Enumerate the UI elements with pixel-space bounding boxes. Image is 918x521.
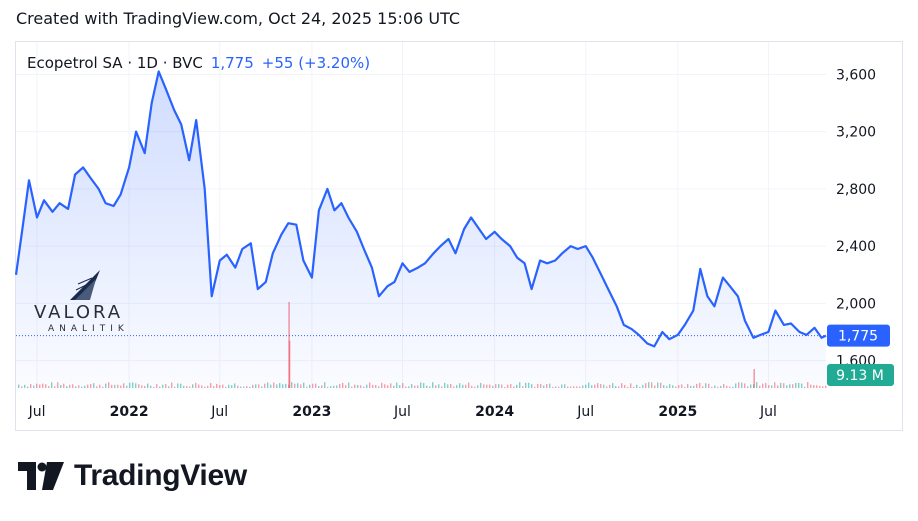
legend-symbol: Ecopetrol SA · 1D · BVC bbox=[27, 54, 203, 72]
tradingview-wordmark: TradingView bbox=[74, 459, 247, 492]
volume-badge-label: 9.13 M bbox=[836, 368, 884, 384]
x-tick-label: Jul bbox=[28, 404, 46, 420]
legend-last-price: 1,775 bbox=[210, 54, 254, 72]
price-area-fill bbox=[16, 71, 826, 390]
x-tick-label: 2024 bbox=[475, 404, 514, 420]
x-tick-label: 2023 bbox=[292, 404, 331, 420]
x-tick-label: Jul bbox=[393, 404, 411, 420]
y-tick-label: 2,000 bbox=[836, 296, 876, 312]
last-price-badge-label: 1,775 bbox=[838, 329, 878, 345]
y-tick-label: 2,800 bbox=[836, 182, 876, 198]
x-tick-label: Jul bbox=[210, 404, 228, 420]
legend-change: +55 (+3.20%) bbox=[261, 54, 371, 72]
valora-watermark: VALORA ANALITIK bbox=[30, 268, 150, 338]
valora-logo-icon bbox=[70, 270, 100, 300]
volume-badge bbox=[827, 364, 894, 386]
valora-name: VALORA bbox=[34, 302, 124, 323]
tradingview-logo-icon bbox=[18, 462, 64, 490]
x-tick-label: Jul bbox=[576, 404, 594, 420]
chart-legend: Ecopetrol SA · 1D · BVC 1,775 +55 (+3.20%) bbox=[27, 54, 370, 72]
last-price-badge bbox=[827, 324, 890, 347]
price-line bbox=[14, 70, 827, 348]
y-tick-label: 3,600 bbox=[836, 67, 876, 83]
x-tick-label: 2025 bbox=[658, 404, 697, 420]
x-tick-label: 2022 bbox=[110, 404, 149, 420]
y-tick-label: 2,400 bbox=[836, 239, 876, 255]
header-text: Created with TradingView.com, Oct 24, 20… bbox=[16, 9, 461, 28]
valora-sub: ANALITIK bbox=[48, 324, 129, 334]
x-tick-label: Jul bbox=[759, 404, 777, 420]
tradingview-footer[interactable]: TradingView bbox=[18, 458, 247, 494]
y-tick-label: 3,200 bbox=[836, 125, 876, 141]
